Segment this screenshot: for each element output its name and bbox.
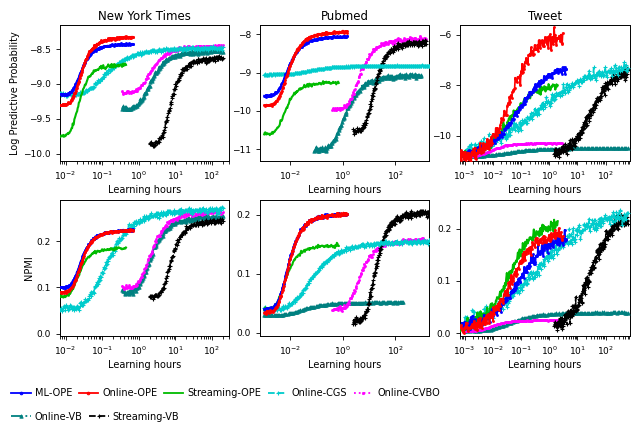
Y-axis label: Log Predictive Probability: Log Predictive Probability — [10, 31, 20, 154]
X-axis label: Learning hours: Learning hours — [508, 360, 582, 370]
Title: Tweet: Tweet — [528, 10, 562, 24]
X-axis label: Learning hours: Learning hours — [108, 360, 181, 370]
Title: Pubmed: Pubmed — [321, 10, 369, 24]
Legend: ML-OPE, Online-OPE, Streaming-OPE, Online-CGS, Online-CVBO: ML-OPE, Online-OPE, Streaming-OPE, Onlin… — [12, 388, 440, 399]
Y-axis label: NPMI: NPMI — [24, 255, 34, 280]
X-axis label: Learning hours: Learning hours — [508, 185, 582, 195]
X-axis label: Learning hours: Learning hours — [308, 360, 381, 370]
X-axis label: Learning hours: Learning hours — [308, 185, 381, 195]
Title: New York Times: New York Times — [98, 10, 191, 24]
Legend: Online-VB, Streaming-VB: Online-VB, Streaming-VB — [12, 412, 179, 422]
X-axis label: Learning hours: Learning hours — [108, 185, 181, 195]
